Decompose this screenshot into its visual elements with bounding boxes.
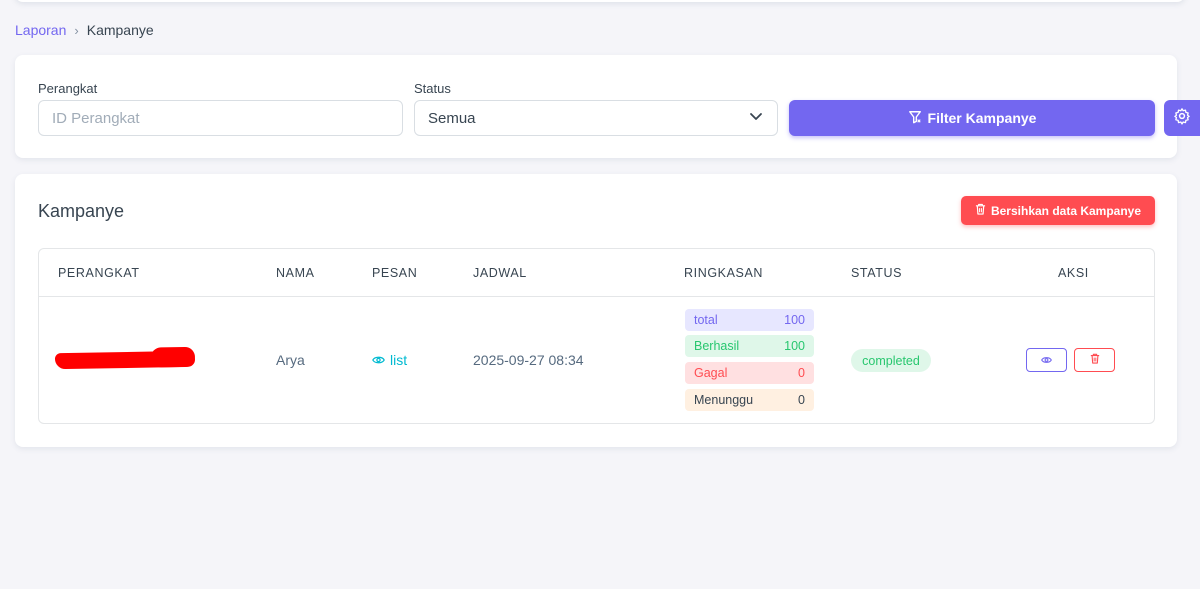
clear-campaign-data-button[interactable]: Bersihkan data Kampanye — [961, 196, 1155, 225]
card-title: Kampanye — [38, 201, 125, 221]
campaign-name: Arya — [276, 352, 305, 368]
trash-icon — [975, 203, 986, 218]
summary-pending-value: 0 — [798, 393, 805, 407]
status-select[interactable]: Semua — [414, 100, 778, 136]
summary-success-label: Berhasil — [694, 339, 740, 353]
status-select-value: Semua — [428, 109, 476, 127]
trash-icon — [1090, 351, 1100, 369]
delete-campaign-button[interactable] — [1074, 348, 1115, 372]
breadcrumb-link-laporan[interactable]: Laporan — [15, 22, 67, 38]
table-header: PERANGKAT NAMA PESAN JADWAL RINGKASAN ST… — [39, 249, 1154, 297]
summary-total-label: total — [694, 313, 718, 327]
message-list-link[interactable]: list — [372, 352, 407, 368]
column-header-actions: AKSI — [1058, 266, 1089, 280]
summary-pending: Menunggu 0 — [685, 389, 814, 411]
device-label: Perangkat — [38, 81, 98, 96]
filter-card: Perangkat Status Semua Filter Kampanye — [15, 55, 1177, 158]
message-link-label: list — [390, 352, 408, 368]
device-input-wrapper — [38, 100, 403, 136]
filter-campaign-button[interactable]: Filter Kampanye — [789, 100, 1155, 136]
breadcrumb: Laporan › Kampanye — [15, 22, 154, 38]
summary-total-value: 100 — [784, 313, 805, 327]
summary-failed: Gagal 0 — [685, 362, 814, 384]
summary-total: total 100 — [685, 309, 814, 331]
summary-failed-value: 0 — [798, 366, 805, 380]
summary-success: Berhasil 100 — [685, 335, 814, 357]
campaign-table: PERANGKAT NAMA PESAN JADWAL RINGKASAN ST… — [38, 248, 1155, 424]
column-header-schedule: JADWAL — [473, 266, 527, 280]
clear-button-label: Bersihkan data Kampanye — [990, 203, 1142, 218]
gear-icon — [1173, 107, 1191, 130]
campaign-list-card: Kampanye Bersihkan data Kampanye PERANGK… — [15, 174, 1177, 447]
filter-button-label: Filter Kampanye — [927, 110, 1037, 126]
status-badge: completed — [851, 349, 931, 372]
chevron-right-icon: › — [74, 22, 79, 38]
column-header-status: STATUS — [851, 266, 903, 280]
column-header-device: PERANGKAT — [58, 266, 140, 280]
chevron-down-icon — [748, 108, 764, 128]
campaign-schedule: 2025-09-27 08:34 — [473, 352, 584, 368]
filter-icon — [908, 110, 922, 127]
column-header-name: NAMA — [276, 266, 315, 280]
redacted-device-id — [54, 350, 196, 370]
summary-success-value: 100 — [784, 339, 805, 353]
top-navbar — [15, 0, 1185, 2]
eye-icon — [1041, 351, 1052, 369]
breadcrumb-current: Kampanye — [86, 22, 154, 38]
column-header-summary: RINGKASAN — [684, 266, 764, 280]
device-id-input[interactable] — [52, 109, 389, 127]
eye-icon — [372, 352, 385, 368]
settings-button[interactable] — [1164, 100, 1200, 136]
column-header-message: PESAN — [372, 266, 418, 280]
summary-pending-label: Menunggu — [694, 393, 754, 407]
view-campaign-button[interactable] — [1026, 348, 1067, 372]
summary-failed-label: Gagal — [694, 366, 728, 380]
status-label: Status — [414, 81, 451, 96]
